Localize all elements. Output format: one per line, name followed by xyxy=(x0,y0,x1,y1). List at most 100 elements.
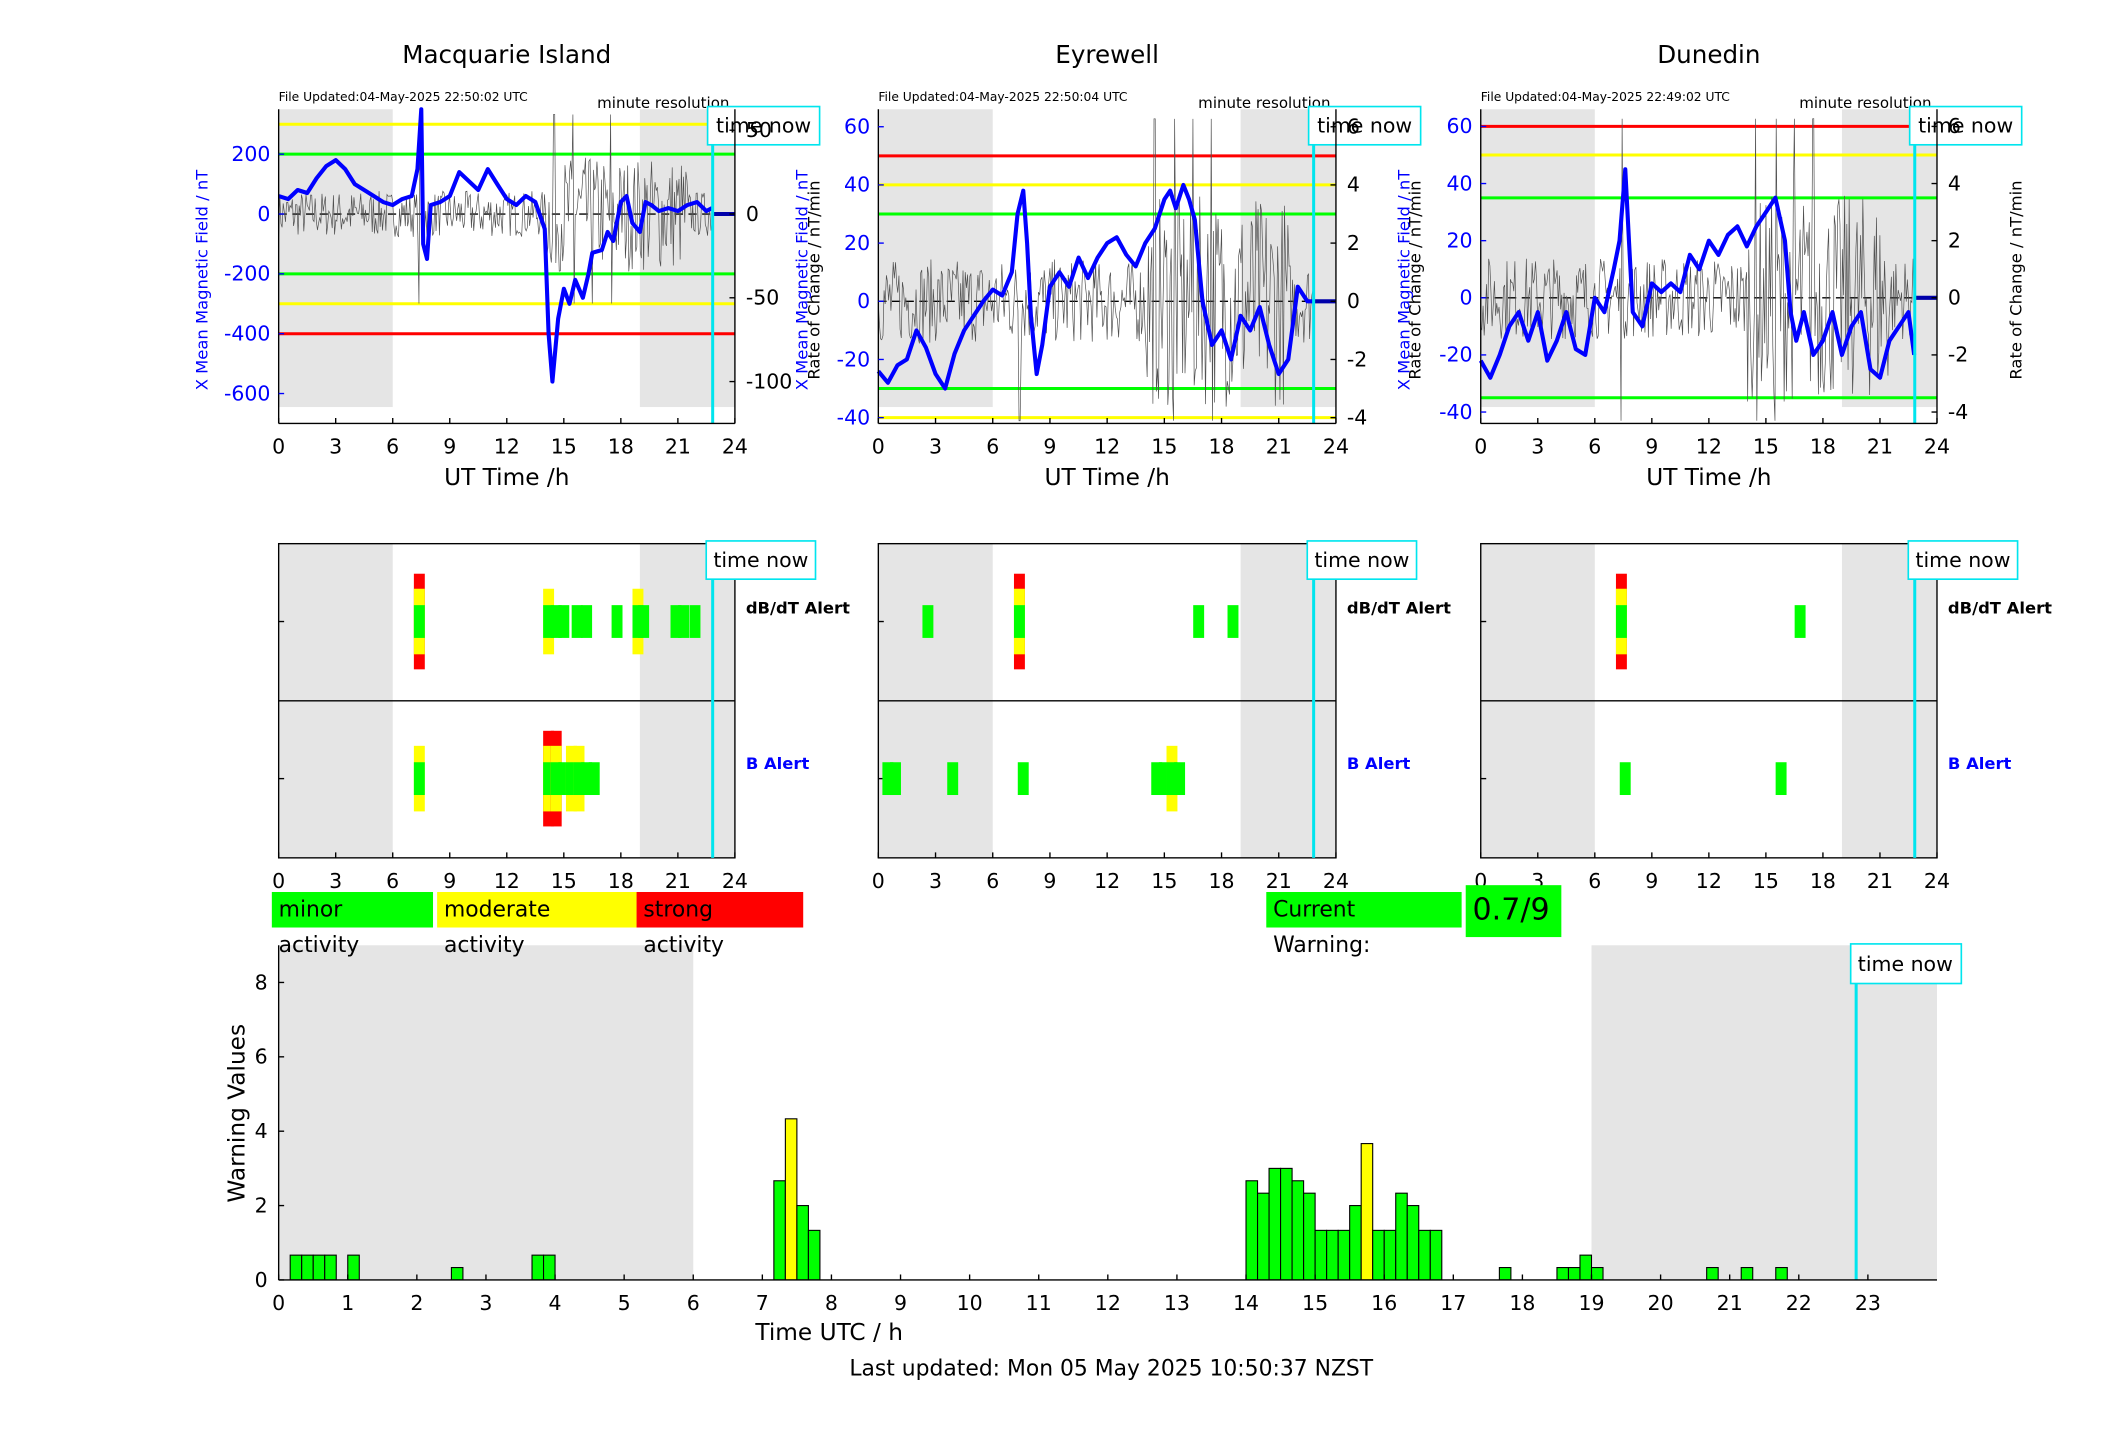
x-tick-label: 12 xyxy=(1696,435,1722,459)
warning-x-tick-label: 0 xyxy=(272,1291,285,1315)
rate-of-change-trace xyxy=(1480,118,1915,421)
dbdt-alert-bar xyxy=(1193,605,1205,638)
warning-bar xyxy=(312,1254,326,1281)
warning-y-tick-label: 6 xyxy=(255,1045,268,1069)
night-shading xyxy=(878,109,993,408)
warning-x-tick-label: 22 xyxy=(1786,1291,1812,1315)
x-tick-label: 6 xyxy=(386,435,399,459)
alert-x-tick-label: 15 xyxy=(1151,869,1177,893)
b-alert-bar xyxy=(1166,762,1178,796)
time-now-label: time now xyxy=(713,548,808,572)
station-panel-eyrewell: Eyrewell File Updated:04-May-2025 22:50:0… xyxy=(792,40,1451,893)
warning-x-tick-label: 16 xyxy=(1371,1291,1397,1315)
warning-y-tick-label: 8 xyxy=(255,970,268,994)
b-alert-bar xyxy=(1158,762,1170,796)
warning-bar xyxy=(1280,1167,1293,1281)
file-updated-text: File Updated:04-May-2025 22:50:02 UTC xyxy=(279,90,528,104)
alert-x-tick-label: 24 xyxy=(722,869,748,893)
warning-bar xyxy=(1326,1229,1339,1281)
warning-bar xyxy=(1556,1267,1570,1281)
x-tick-label: 18 xyxy=(1810,435,1836,459)
left-tick-label: -400 xyxy=(224,322,271,346)
dbdt-alert-bar xyxy=(638,605,650,638)
warning-x-tick-label: 10 xyxy=(957,1291,983,1315)
alert-x-tick-label: 24 xyxy=(1924,869,1950,893)
time-now-box xyxy=(705,540,817,581)
warning-y-axis-label: Warning Values xyxy=(224,1024,251,1203)
time-now-box xyxy=(706,105,821,146)
dbdt-alert-bar xyxy=(1794,605,1806,638)
b-alert-bar xyxy=(543,762,555,796)
warning-night-shading xyxy=(278,945,694,1280)
warning-bar xyxy=(1706,1267,1719,1281)
warning-bar xyxy=(324,1254,337,1281)
warning-x-tick-label: 7 xyxy=(756,1291,769,1315)
alert-x-tick-label: 12 xyxy=(1696,869,1722,893)
dbdt-alert-label: dB/dT Alert xyxy=(1347,598,1451,617)
last-updated-text: Last updated: Mon 05 May 2025 10:50:37 N… xyxy=(849,1355,1374,1382)
warning-bar xyxy=(1429,1229,1443,1281)
station-panel-dunedin: Dunedin File Updated:04-May-2025 22:49:02… xyxy=(1395,40,2052,893)
warning-bar xyxy=(1256,1192,1270,1281)
b-alert-bar xyxy=(413,762,425,796)
alert-x-tick-label: 6 xyxy=(386,869,399,893)
y-axis-label-left: X Mean Magnetic Field / nT xyxy=(1395,169,1414,391)
warning-x-tick-label: 8 xyxy=(825,1291,838,1315)
warning-bar xyxy=(1349,1205,1362,1281)
warning-x-tick-label: 2 xyxy=(410,1291,423,1315)
left-tick-label: -200 xyxy=(224,262,271,286)
right-tick-label: 2 xyxy=(1347,231,1360,255)
x-tick-label: 0 xyxy=(272,435,285,459)
left-tick-label: 0 xyxy=(1460,286,1473,310)
magnetic-field-trace xyxy=(876,182,1314,391)
dbdt-alert-bar xyxy=(558,605,570,638)
b-alert-bar xyxy=(890,762,901,796)
x-tick-label: 24 xyxy=(1323,435,1349,459)
x-tick-label: 0 xyxy=(1474,435,1487,459)
alert-x-tick-label: 21 xyxy=(1266,869,1292,893)
right-tick-label: -2 xyxy=(1948,343,1968,367)
b-alert-bar xyxy=(565,762,577,796)
warning-bar xyxy=(1291,1180,1305,1281)
warning-x-tick-label: 14 xyxy=(1233,1291,1259,1315)
dbdt-alert-bar xyxy=(632,605,644,638)
x-tick-label: 9 xyxy=(1645,435,1658,459)
warning-bar xyxy=(542,1254,556,1281)
warning-x-tick-label: 15 xyxy=(1302,1291,1328,1315)
right-tick-label: 0 xyxy=(1347,289,1360,313)
b-alert-bar xyxy=(558,762,570,796)
y-axis-label-left: X Mean Magnetic Field / nT xyxy=(792,169,811,391)
left-tick-label: -20 xyxy=(1439,343,1472,367)
x-tick-label: 3 xyxy=(1531,435,1544,459)
x-axis-label: UT Time /h xyxy=(1044,464,1169,491)
time-now-label: time now xyxy=(716,114,811,138)
file-updated-text: File Updated:04-May-2025 22:49:02 UTC xyxy=(1481,90,1730,104)
x-tick-label: 24 xyxy=(1924,435,1950,459)
x-tick-label: 6 xyxy=(986,435,999,459)
warning-x-tick-label: 21 xyxy=(1717,1291,1743,1315)
dbdt-alert-bar xyxy=(581,605,593,638)
x-tick-label: 15 xyxy=(1151,435,1177,459)
left-tick-label: -600 xyxy=(224,381,271,405)
station-title: Eyrewell xyxy=(1055,40,1159,69)
b-alert-bar xyxy=(1017,762,1029,796)
warning-bar xyxy=(796,1205,809,1281)
alert-x-tick-label: 3 xyxy=(929,869,942,893)
warning-bar xyxy=(1245,1180,1259,1281)
warning-x-tick-label: 6 xyxy=(687,1291,700,1315)
left-tick-label: -40 xyxy=(837,405,870,429)
dbdt-alert-bar xyxy=(571,605,583,638)
b-alert-bar xyxy=(550,762,562,796)
x-axis-label: UT Time /h xyxy=(1646,464,1771,491)
time-now-label: time now xyxy=(1858,952,1953,976)
warning-bar xyxy=(807,1229,821,1281)
resolution-text: minute resolution xyxy=(597,94,729,112)
time-now-box xyxy=(1908,105,2023,146)
x-tick-label: 18 xyxy=(1209,435,1235,459)
x-tick-label: 9 xyxy=(443,435,456,459)
warning-bar xyxy=(1418,1229,1431,1281)
dbdt-alert-bar xyxy=(543,605,555,638)
b-alert-bar xyxy=(1775,762,1787,796)
alert-x-tick-label: 15 xyxy=(1753,869,1779,893)
b-alert-bar xyxy=(1174,762,1186,796)
